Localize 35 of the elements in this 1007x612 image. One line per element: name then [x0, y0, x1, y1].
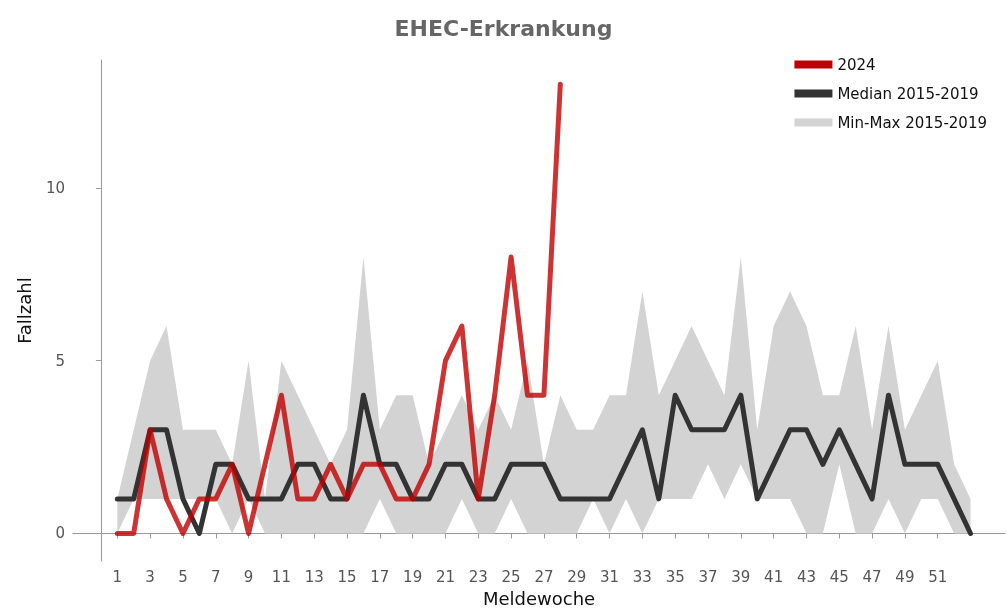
legend-label: Median 2015-2019 — [837, 84, 979, 103]
x-tick-label: 9 — [243, 567, 254, 586]
x-tick-label: 35 — [665, 567, 685, 586]
x-tick-label: 5 — [178, 567, 188, 586]
y-tick-label: 10 — [45, 178, 65, 197]
x-tick-label: 43 — [796, 567, 816, 586]
x-tick-label: 25 — [501, 567, 521, 586]
y-axis-title: Fallzahl — [13, 277, 35, 344]
x-tick-label: 1 — [112, 567, 123, 586]
x-tick-label: 47 — [862, 567, 882, 586]
x-tick-label: 7 — [210, 567, 221, 586]
x-tick-label: 23 — [468, 567, 488, 586]
x-tick-label: 49 — [895, 567, 915, 586]
x-tick-label: 29 — [567, 567, 587, 586]
y-tick-label: 5 — [55, 351, 65, 370]
x-tick-label: 17 — [370, 567, 390, 586]
chart-title: EHEC-Erkrankung — [394, 15, 613, 41]
x-tick-label: 39 — [731, 567, 751, 586]
x-tick-label: 13 — [304, 567, 324, 586]
legend-label: Min-Max 2015-2019 — [837, 113, 988, 132]
x-tick-label: 11 — [271, 567, 291, 586]
y-tick-label: 0 — [55, 524, 65, 543]
x-tick-label: 19 — [403, 567, 423, 586]
x-tick-label: 41 — [764, 567, 784, 586]
x-tick-label: 45 — [829, 567, 849, 586]
x-tick-label: 33 — [632, 567, 652, 586]
x-tick-label: 27 — [534, 567, 554, 586]
x-tick-label: 3 — [145, 567, 155, 586]
x-tick-label: 37 — [698, 567, 718, 586]
legend-label: 2024 — [837, 55, 876, 74]
x-tick-label: 51 — [928, 567, 948, 586]
x-axis-title: Meldewoche — [482, 587, 596, 609]
x-tick-label: 21 — [435, 567, 456, 586]
x-tick-label: 31 — [600, 567, 620, 586]
x-tick-label: 15 — [337, 567, 357, 586]
